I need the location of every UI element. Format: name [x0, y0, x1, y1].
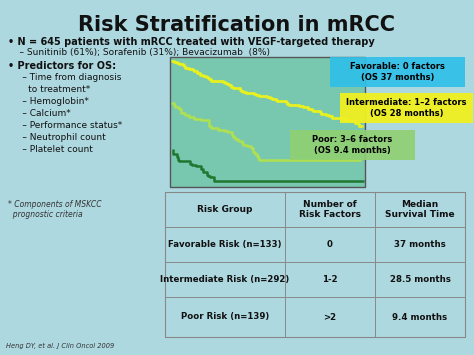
Text: * Components of MSKCC
  prognostic criteria: * Components of MSKCC prognostic criteri…	[8, 200, 101, 219]
Text: 9.4 months: 9.4 months	[392, 312, 447, 322]
Text: Intermediate Risk (n=292): Intermediate Risk (n=292)	[160, 275, 290, 284]
Text: 37 months: 37 months	[394, 240, 446, 249]
Text: 1-2: 1-2	[322, 275, 338, 284]
Text: to treatment*: to treatment*	[8, 85, 90, 94]
Bar	[165, 192, 465, 337]
Text: Poor: 3–6 factors
(OS 9.4 months): Poor: 3–6 factors (OS 9.4 months)	[312, 135, 392, 155]
Text: Intermediate: 1–2 factors
(OS 28 months): Intermediate: 1–2 factors (OS 28 months)	[346, 98, 467, 118]
Text: Poor Risk (n=139): Poor Risk (n=139)	[181, 312, 269, 322]
Text: Risk Stratification in mRCC: Risk Stratification in mRCC	[79, 15, 395, 35]
Text: Favorable Risk (n=133): Favorable Risk (n=133)	[168, 240, 282, 249]
Text: Number of
Risk Factors: Number of Risk Factors	[299, 200, 361, 219]
Text: – Performance status*: – Performance status*	[8, 121, 122, 130]
Text: Favorable: 0 factors
(OS 37 months): Favorable: 0 factors (OS 37 months)	[350, 62, 445, 82]
Text: 28.5 months: 28.5 months	[390, 275, 450, 284]
Text: Median
Survival Time: Median Survival Time	[385, 200, 455, 219]
Text: – Time from diagnosis: – Time from diagnosis	[8, 73, 121, 82]
Text: – Sunitinib (61%); Sorafenib (31%); Bevacizumab  (8%): – Sunitinib (61%); Sorafenib (31%); Beva…	[8, 48, 270, 57]
Text: – Hemoglobin*: – Hemoglobin*	[8, 97, 89, 106]
Text: • N = 645 patients with mRCC treated with VEGF-targeted therapy: • N = 645 patients with mRCC treated wit…	[8, 37, 375, 47]
Bar	[290, 130, 415, 160]
Text: Heng DY, et al. J Clin Oncol 2009: Heng DY, et al. J Clin Oncol 2009	[6, 343, 114, 349]
Text: Risk Group: Risk Group	[197, 205, 253, 214]
Text: • Predictors for OS:: • Predictors for OS:	[8, 61, 116, 71]
Text: – Calcium*: – Calcium*	[8, 109, 71, 118]
Text: – Platelet count: – Platelet count	[8, 145, 93, 154]
Bar	[340, 93, 473, 123]
Bar	[170, 57, 365, 187]
Bar	[330, 57, 465, 87]
Text: 0: 0	[327, 240, 333, 249]
Text: – Neutrophil count: – Neutrophil count	[8, 133, 106, 142]
Text: >2: >2	[323, 312, 337, 322]
